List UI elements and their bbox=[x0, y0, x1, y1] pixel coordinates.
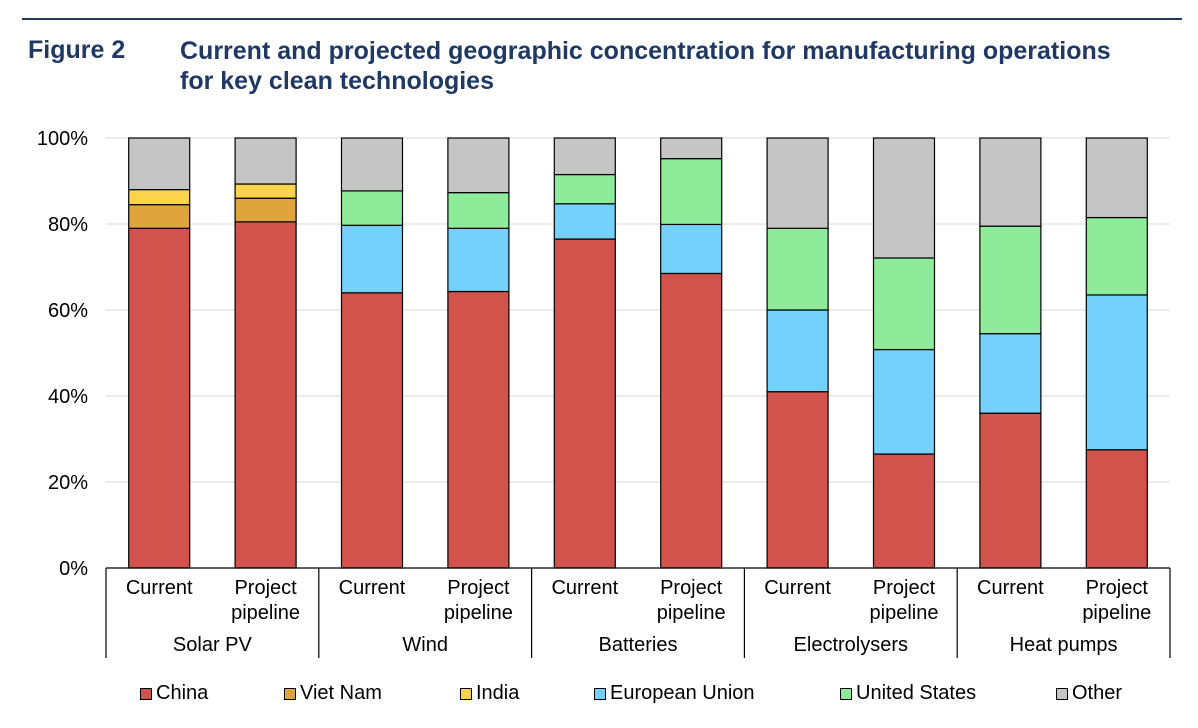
bar-segment-china bbox=[979, 412, 1042, 569]
legend-label: Other bbox=[1072, 682, 1123, 704]
x-category-label: Project bbox=[234, 577, 297, 599]
legend-swatch bbox=[284, 687, 296, 700]
figure-label: Figure 2 bbox=[28, 36, 126, 64]
bar-segment-united-states bbox=[553, 173, 616, 205]
legend-swatch bbox=[1056, 687, 1068, 700]
bar-segment-european-union bbox=[340, 224, 404, 294]
x-group-label: Solar PV bbox=[173, 634, 253, 656]
legend-label: European Union bbox=[610, 682, 755, 704]
x-category-label: Current bbox=[339, 577, 406, 599]
bar-segment-china bbox=[660, 272, 723, 569]
x-category-label: Project bbox=[873, 577, 936, 599]
bar-segment-united-states bbox=[1085, 216, 1148, 296]
x-group-label: Heat pumps bbox=[1010, 634, 1118, 656]
x-category-label: Project bbox=[660, 577, 723, 599]
bar-segment-india bbox=[234, 183, 297, 199]
bar-segment-other bbox=[447, 137, 510, 194]
legend-swatch bbox=[140, 687, 152, 700]
x-group-label: Wind bbox=[402, 634, 448, 656]
bar-segment-china bbox=[553, 238, 616, 569]
bar-segment-china bbox=[340, 292, 404, 569]
x-category-label: Project bbox=[1086, 577, 1149, 599]
x-group-label: Batteries bbox=[599, 634, 678, 656]
legend-label: China bbox=[156, 682, 209, 704]
bar-segment-viet-nam bbox=[128, 204, 191, 229]
bar-segment-european-union bbox=[447, 227, 510, 293]
bar-segment-other bbox=[1085, 137, 1148, 219]
bar-segment-other bbox=[766, 137, 829, 229]
figure-title: Current and projected geographic concent… bbox=[180, 37, 1111, 95]
bar-segment-china bbox=[766, 391, 829, 569]
bar-segment-european-union bbox=[1085, 294, 1148, 451]
x-category-label: Current bbox=[126, 577, 193, 599]
bar-segment-united-states bbox=[340, 190, 404, 226]
x-category-label: pipeline bbox=[231, 602, 300, 624]
y-tick-label: 40% bbox=[48, 386, 88, 408]
x-category-label: pipeline bbox=[870, 602, 939, 624]
bar-segment-other bbox=[234, 137, 297, 185]
legend-item: India bbox=[460, 682, 519, 705]
legend-item: European Union bbox=[594, 682, 755, 705]
x-category-label: pipeline bbox=[444, 602, 513, 624]
bar-segment-united-states bbox=[447, 192, 510, 229]
legend-label: Viet Nam bbox=[300, 682, 382, 704]
bar-segment-india bbox=[128, 189, 191, 206]
bar-segment-united-states bbox=[660, 158, 723, 226]
bar-segment-european-union bbox=[553, 203, 616, 240]
bar-segment-european-union bbox=[979, 333, 1042, 414]
legend-swatch bbox=[460, 687, 472, 700]
legend-label: India bbox=[476, 682, 520, 704]
x-category-label: Current bbox=[977, 577, 1044, 599]
bar-segment-china bbox=[872, 453, 936, 569]
chart-legend: China Viet Nam India European Union United S… bbox=[0, 682, 1198, 708]
legend-item: Other bbox=[1056, 682, 1122, 705]
y-tick-label: 80% bbox=[48, 214, 88, 236]
bar-segment-other bbox=[553, 137, 616, 176]
x-category-label: Project bbox=[447, 577, 510, 599]
y-tick-label: 100% bbox=[37, 128, 88, 150]
legend-item: China bbox=[140, 682, 208, 705]
y-tick-label: 20% bbox=[48, 472, 88, 494]
bar-segment-other bbox=[872, 137, 936, 259]
x-category-label: Current bbox=[764, 577, 831, 599]
legend-swatch bbox=[594, 687, 606, 700]
x-category-label: pipeline bbox=[1082, 602, 1151, 624]
bar-segment-china bbox=[447, 290, 510, 569]
bar-segment-european-union bbox=[660, 223, 723, 275]
bar-segment-viet-nam bbox=[234, 197, 297, 223]
bar-segment-china bbox=[128, 227, 191, 569]
y-tick-label: 0% bbox=[59, 558, 88, 580]
bar-segment-united-states bbox=[979, 225, 1042, 335]
legend-item: United States bbox=[840, 682, 976, 705]
legend-label: United States bbox=[856, 682, 977, 704]
bar-segment-other bbox=[128, 137, 191, 191]
bar-segment-other bbox=[660, 137, 723, 160]
bar-segment-other bbox=[340, 137, 404, 192]
bar-segment-china bbox=[1085, 449, 1148, 569]
x-category-label: pipeline bbox=[657, 602, 726, 624]
bar-segment-european-union bbox=[872, 348, 936, 455]
legend-swatch bbox=[840, 687, 852, 700]
x-category-label: Current bbox=[551, 577, 618, 599]
bar-segment-european-union bbox=[766, 309, 829, 393]
top-rule bbox=[22, 18, 1182, 20]
bar-segment-china bbox=[234, 221, 297, 569]
bar-segment-united-states bbox=[766, 227, 829, 311]
bar-segment-other bbox=[979, 137, 1042, 227]
legend-item: Viet Nam bbox=[284, 682, 382, 705]
x-group-label: Electrolysers bbox=[794, 634, 908, 656]
y-tick-label: 60% bbox=[48, 300, 88, 322]
bar-segment-united-states bbox=[872, 257, 936, 351]
